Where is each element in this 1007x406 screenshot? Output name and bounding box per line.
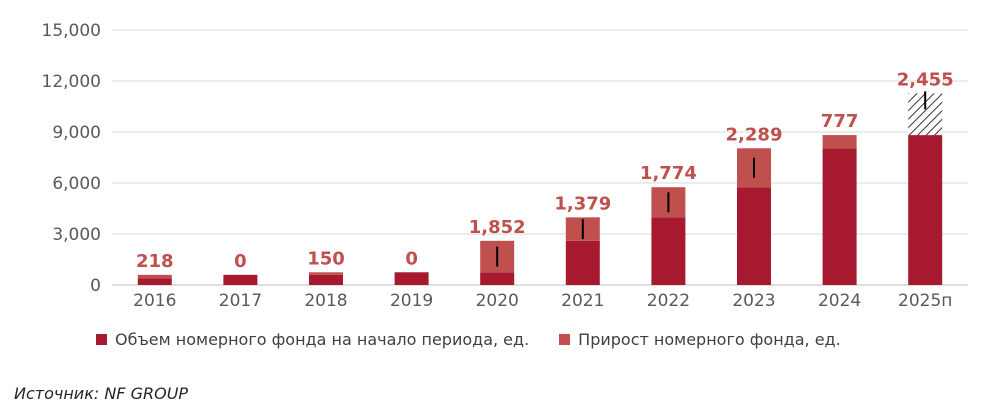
data-label: 777 <box>821 111 859 132</box>
legend-swatch-growth <box>559 334 571 345</box>
x-tick-label: 2024 <box>818 291 861 311</box>
data-label: 0 <box>405 248 418 269</box>
x-tick-label: 2018 <box>304 291 347 311</box>
y-tick-label: 9,000 <box>52 123 101 143</box>
x-tick-label: 2019 <box>390 291 433 311</box>
bar-base <box>223 274 258 285</box>
bar-growth <box>137 274 172 279</box>
y-tick-label: 3,000 <box>52 225 101 245</box>
bar-base <box>394 272 429 285</box>
data-label: 1,852 <box>469 217 526 238</box>
y-tick-label: 6,000 <box>52 174 101 194</box>
source-note: Источник: NF GROUP <box>14 384 189 403</box>
legend-label-growth: Прирост номерного фонда, ед. <box>578 330 841 349</box>
data-label: 2,455 <box>897 69 954 90</box>
bar-growth <box>309 272 343 275</box>
x-tick-label: 2022 <box>647 291 690 311</box>
bar-base <box>565 240 600 285</box>
data-label: 1,774 <box>640 163 697 184</box>
y-tick-label: 0 <box>90 276 101 296</box>
data-label: 0 <box>234 251 247 272</box>
legend-item-growth: Прирост номерного фонда, ед. <box>559 330 841 349</box>
y-axis-ticks: 0 3,000 6,000 9,000 12,000 15,000 <box>42 21 101 296</box>
bar-base <box>822 148 857 285</box>
bar-base <box>651 217 686 285</box>
x-axis-ticks: 2016 2017 2018 2019 2020 2021 2022 2023 2024 2025… <box>133 291 952 311</box>
bar-base <box>480 272 515 285</box>
bar-base <box>908 135 943 285</box>
bar-base <box>137 278 172 285</box>
data-label: 2,289 <box>726 124 783 145</box>
x-tick-label: 2021 <box>561 291 604 311</box>
data-label: 150 <box>307 248 345 269</box>
data-labels: 218 0 150 0 1,852 1,379 1,774 2,289 777 2,455 <box>136 69 954 271</box>
legend-item-base: Объем номерного фонда на начало периода,… <box>96 330 529 349</box>
bars <box>137 91 943 285</box>
x-tick-label: 2020 <box>476 291 519 311</box>
legend: Объем номерного фонда на начало периода,… <box>96 330 871 349</box>
y-tick-label: 15,000 <box>42 21 101 41</box>
y-tick-label: 12,000 <box>42 72 101 92</box>
data-label: 1,379 <box>554 193 611 214</box>
legend-swatch-base <box>96 334 107 345</box>
legend-label-base: Объем номерного фонда на начало периода,… <box>115 330 530 349</box>
bar-base <box>737 187 771 285</box>
x-tick-label: 2016 <box>133 291 176 311</box>
bar-base <box>309 274 343 285</box>
x-tick-label: 2025п <box>898 291 952 311</box>
x-tick-label: 2017 <box>219 291 262 311</box>
bar-growth <box>822 135 857 149</box>
x-tick-label: 2023 <box>732 291 775 311</box>
data-label: 218 <box>136 251 174 272</box>
